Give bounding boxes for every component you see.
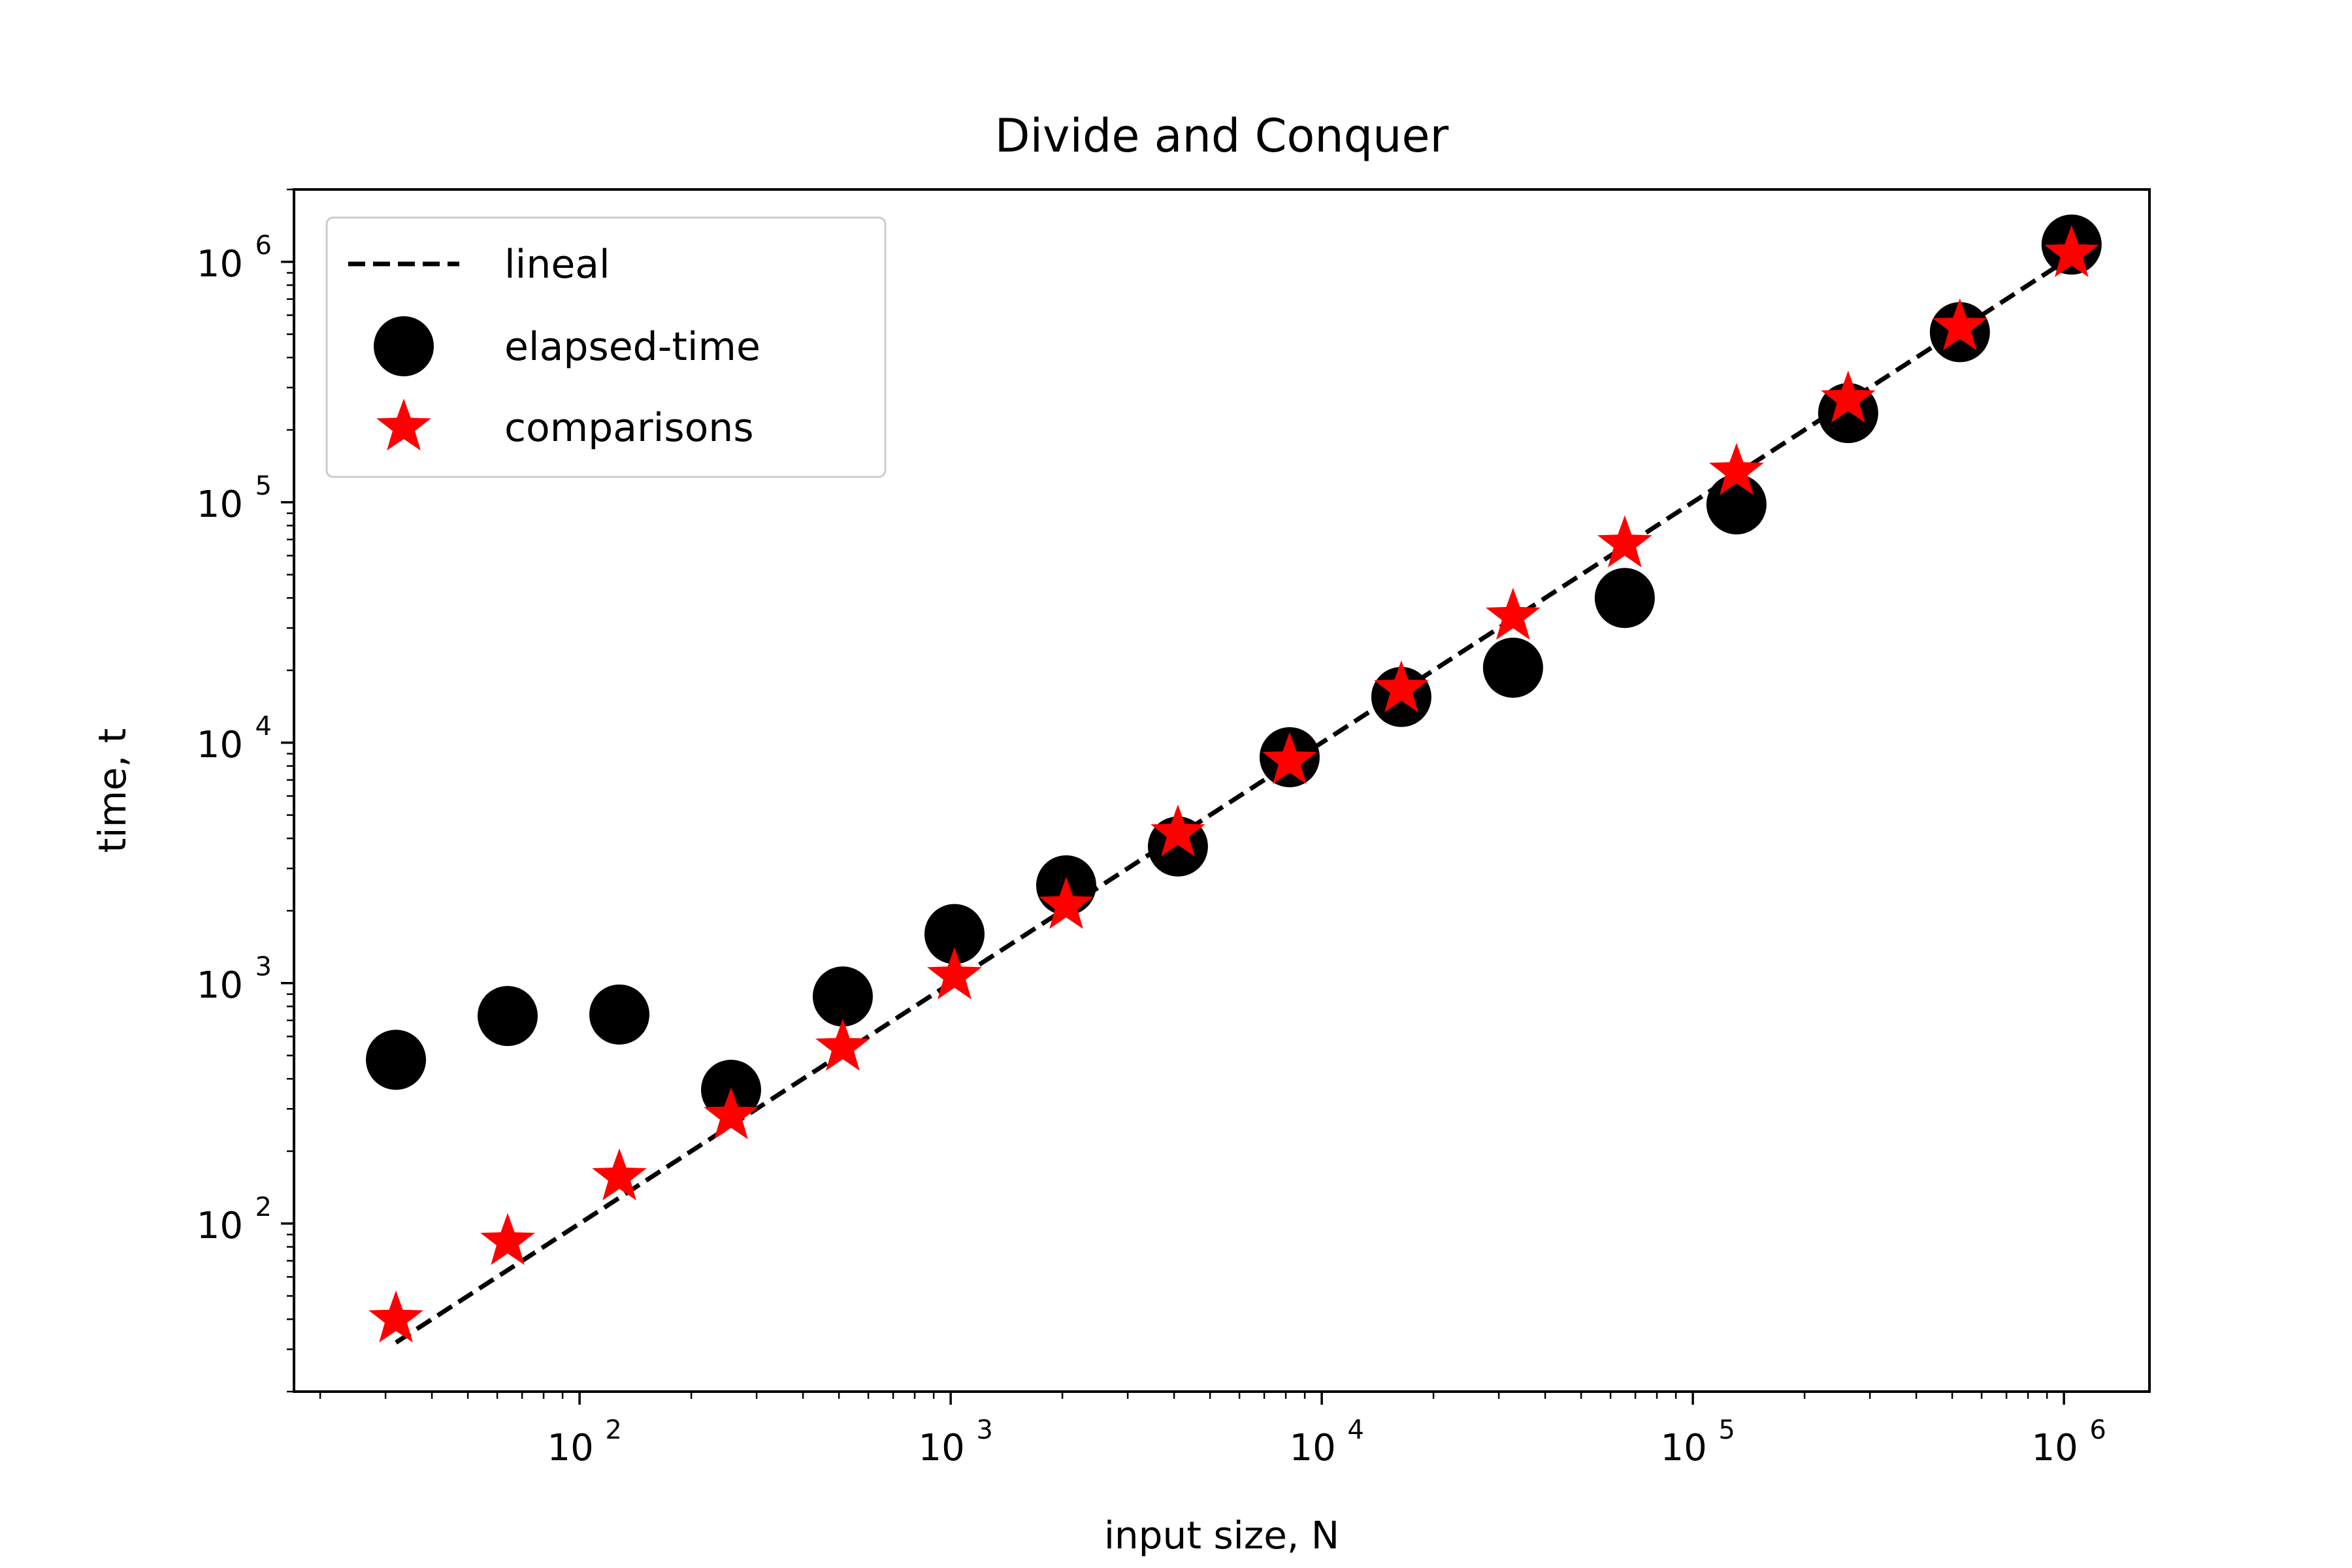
x-tick-label: 10 [2031, 1427, 2078, 1469]
y-tick-exponent: 4 [255, 711, 272, 742]
comparisons-point [2044, 225, 2099, 278]
y-tick-exponent: 2 [255, 1192, 272, 1222]
comparisons-point [1597, 515, 1652, 568]
series-lineal [395, 255, 2073, 1345]
comparisons-point [480, 1213, 535, 1266]
x-tick-exponent: 2 [605, 1415, 621, 1445]
comparisons-point [1151, 804, 1205, 857]
plot-area [366, 214, 2102, 1345]
legend: lineal elapsed-time comparisons [325, 216, 887, 478]
y-tick-label: 10 [197, 964, 243, 1007]
comparisons-point [1709, 443, 1764, 495]
x-tick-label: 10 [918, 1427, 964, 1469]
y-tick-label: 10 [197, 483, 243, 526]
y-axis: 10 2 10 3 10 4 10 5 10 6 [197, 188, 294, 1393]
comparisons-point [927, 947, 982, 1000]
x-tick-exponent: 6 [2089, 1415, 2106, 1445]
legend-circle-swatch [374, 316, 434, 376]
y-tick-exponent: 3 [255, 952, 272, 982]
y-axis-label: time, t [90, 728, 135, 853]
comparisons-point [1821, 370, 1876, 423]
legend-label-lineal: lineal [504, 242, 610, 287]
elapsed-time-point [924, 904, 985, 964]
x-tick-exponent: 3 [976, 1415, 992, 1445]
comparisons-point [1039, 877, 1094, 929]
comparisons-point [1486, 587, 1541, 640]
x-tick-exponent: 4 [1347, 1415, 1364, 1445]
legend-box [325, 216, 887, 478]
elapsed-time-point [812, 966, 873, 1027]
comparisons-point [704, 1087, 759, 1139]
chart-title: Divide and Conquer [995, 109, 1449, 163]
series-comparisons [368, 225, 2099, 1343]
comparisons-point [815, 1019, 870, 1071]
y-tick-label: 10 [197, 243, 243, 286]
legend-star-swatch [376, 399, 431, 451]
elapsed-time-point [589, 984, 650, 1045]
comparisons-point [1933, 298, 1987, 351]
y-tick-exponent: 6 [255, 231, 272, 261]
lineal-line [395, 255, 2073, 1345]
x-tick-label: 10 [547, 1427, 593, 1469]
elapsed-time-point [1594, 568, 1655, 629]
comparisons-point [592, 1148, 647, 1201]
y-tick-exponent: 5 [255, 471, 272, 501]
comparisons-point [1374, 660, 1429, 713]
x-axis: 10 2 10 3 10 4 10 5 10 6 [319, 1392, 2106, 1469]
legend-label-comparisons: comparisons [504, 405, 754, 451]
legend-label-elapsed-time: elapsed-time [504, 324, 760, 370]
elapsed-time-point [1482, 638, 1543, 698]
comparisons-point [368, 1290, 423, 1343]
x-axis-label: input size, N [1104, 1513, 1339, 1558]
x-tick-exponent: 5 [1718, 1415, 1735, 1445]
axes-frame [293, 188, 2151, 1393]
elapsed-time-point [478, 986, 538, 1047]
y-tick-label: 10 [197, 1205, 243, 1247]
elapsed-time-point [366, 1030, 427, 1090]
x-tick-label: 10 [1289, 1427, 1335, 1469]
comparisons-point [1262, 732, 1317, 785]
x-tick-label: 10 [1660, 1427, 1707, 1469]
y-tick-label: 10 [197, 724, 243, 766]
